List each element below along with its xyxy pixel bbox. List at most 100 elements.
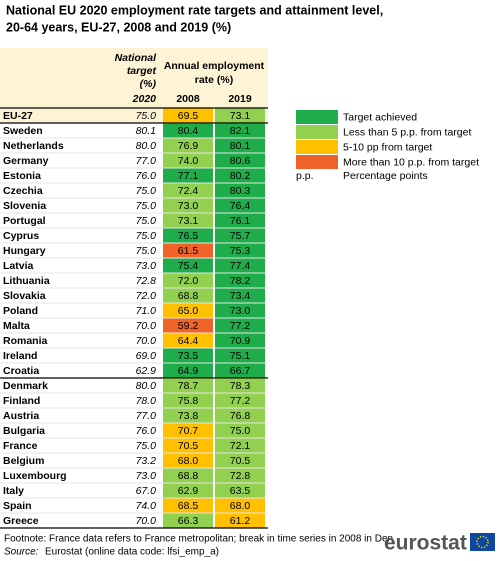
target: 75.0: [136, 440, 157, 452]
value: 62.9: [178, 485, 199, 497]
target: 77.0: [136, 155, 157, 167]
value: 64.9: [178, 365, 199, 377]
value: 73.8: [178, 410, 199, 422]
value: 76.4: [230, 200, 251, 212]
country: Estonia: [3, 170, 41, 182]
value: 76.5: [178, 230, 199, 242]
target: 75.0: [136, 215, 157, 227]
cell: [215, 378, 265, 393]
cell: [163, 273, 213, 288]
target: 78.0: [136, 395, 157, 407]
cell: [163, 423, 213, 438]
value: 68.8: [178, 470, 199, 482]
value: 72.0: [178, 275, 199, 287]
footnote: Footnote: France data refers to France m…: [4, 534, 393, 545]
value: 70.5: [230, 455, 251, 467]
value: 64.4: [178, 335, 199, 347]
country: Slovakia: [3, 290, 46, 302]
target: 76.0: [136, 170, 157, 182]
country: Sweden: [3, 125, 43, 137]
value: 75.7: [230, 230, 251, 242]
cell: [215, 363, 265, 378]
value: 70.7: [178, 425, 199, 437]
cell: [163, 198, 213, 213]
country: Hungary: [3, 245, 46, 257]
cell: [163, 393, 213, 408]
cell: [163, 183, 213, 198]
value: 75.3: [230, 245, 251, 257]
target: 73.2: [136, 455, 157, 467]
legend-swatch: [296, 155, 338, 169]
cell: [163, 483, 213, 498]
country: Italy: [3, 485, 24, 497]
value: 66.3: [178, 515, 199, 527]
value: 77.4: [230, 260, 251, 272]
cell: [163, 168, 213, 183]
cell: [215, 138, 265, 153]
value: 80.1: [230, 140, 251, 152]
value: 66.7: [230, 365, 251, 377]
cell: [163, 138, 213, 153]
target: 75.0: [136, 185, 157, 197]
value: 78.7: [178, 380, 199, 392]
country: Greece: [3, 515, 39, 527]
cell: [215, 408, 265, 423]
cell: [163, 498, 213, 513]
value: 70.9: [230, 335, 251, 347]
cell: [163, 243, 213, 258]
cell: [215, 153, 265, 168]
abbreviation: p.p.: [296, 170, 314, 182]
country: Malta: [3, 320, 30, 332]
cell: [215, 258, 265, 273]
cell: [215, 393, 265, 408]
target: 75.0: [136, 200, 157, 212]
country: Croatia: [3, 365, 39, 377]
cell: [215, 513, 265, 528]
cell: [163, 123, 213, 138]
cell: [215, 348, 265, 363]
value: 80.3: [230, 185, 251, 197]
target: 62.9: [136, 365, 157, 377]
value: 80.2: [230, 170, 251, 182]
cell: [163, 333, 213, 348]
header-background: [0, 48, 268, 108]
value: 77.1: [178, 170, 199, 182]
cell: [163, 288, 213, 303]
cell: [163, 513, 213, 528]
target: 80.0: [136, 140, 157, 152]
country: Bulgaria: [3, 425, 45, 437]
country: Finland: [3, 395, 40, 407]
value: 68.5: [178, 500, 199, 512]
country: Poland: [3, 305, 38, 317]
value: 76.9: [178, 140, 199, 152]
legend-label: Less than 5 p.p. from target: [343, 126, 471, 138]
country: Czechia: [3, 185, 43, 197]
value: 80.4: [178, 125, 199, 137]
country: Cyprus: [3, 230, 39, 242]
target: 75.0: [136, 110, 157, 122]
value: 82.1: [230, 125, 251, 137]
year-header: 2019: [228, 93, 252, 105]
country: Belgium: [3, 455, 44, 467]
value: 80.6: [230, 155, 251, 167]
legend-label: 5-10 pp from target: [343, 141, 432, 153]
value: 73.1: [178, 215, 199, 227]
legend-label: More than 10 p.p. from target: [343, 156, 479, 168]
target: 69.0: [136, 350, 157, 362]
value: 73.5: [178, 350, 199, 362]
country: France: [3, 440, 38, 452]
cell: [163, 438, 213, 453]
value: 59.2: [178, 320, 199, 332]
cell: [215, 243, 265, 258]
target: 73.0: [136, 470, 157, 482]
cell: [163, 228, 213, 243]
target: 70.0: [136, 335, 157, 347]
cell: [163, 453, 213, 468]
cell: [215, 483, 265, 498]
cell: [215, 303, 265, 318]
value: 72.8: [230, 470, 251, 482]
country: Latvia: [3, 260, 34, 272]
title: 20-64 years, EU-27, 2008 and 2019 (%): [6, 20, 231, 34]
cell: [215, 168, 265, 183]
